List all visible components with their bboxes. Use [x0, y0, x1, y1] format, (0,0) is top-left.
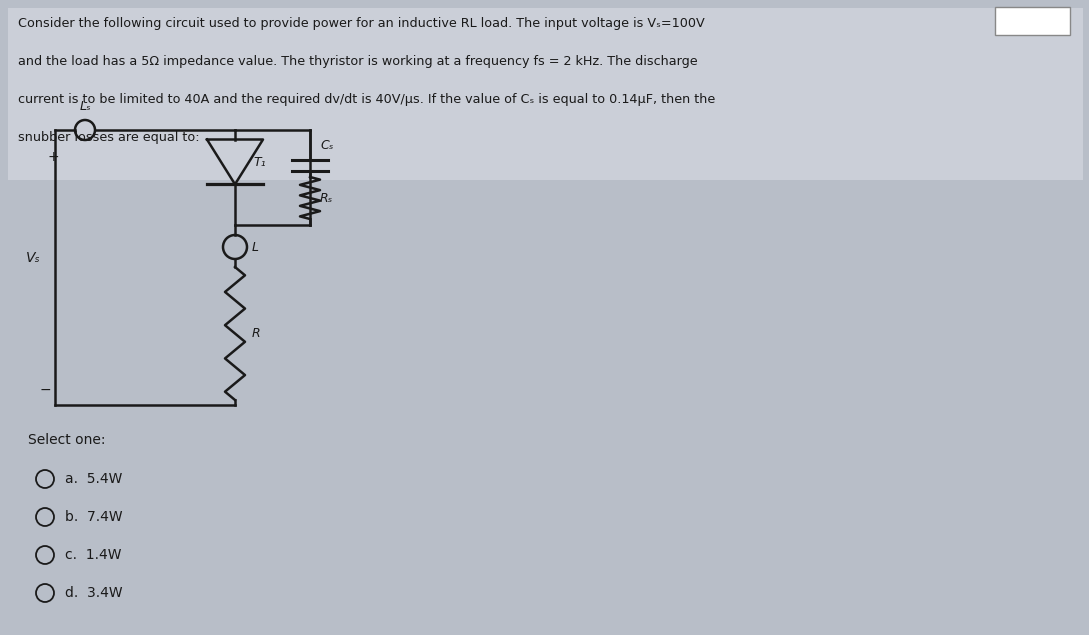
Text: a.  5.4W: a. 5.4W	[65, 472, 122, 486]
Text: Select one:: Select one:	[28, 433, 106, 447]
Text: b.  7.4W: b. 7.4W	[65, 510, 123, 524]
Text: T₁: T₁	[253, 156, 266, 169]
Text: c.  1.4W: c. 1.4W	[65, 548, 122, 562]
Text: Vₛ: Vₛ	[26, 250, 40, 265]
Bar	[995, 7, 1070, 35]
Text: +: +	[47, 150, 59, 164]
FancyBboxPatch shape	[8, 8, 1082, 180]
Text: R: R	[252, 327, 260, 340]
Text: current is to be limited to 40A and the required dv/dt is 40V/μs. If the value o: current is to be limited to 40A and the …	[19, 93, 715, 106]
Text: L: L	[252, 241, 259, 253]
Text: and the load has a 5Ω impedance value. The thyristor is working at a frequency f: and the load has a 5Ω impedance value. T…	[19, 55, 698, 68]
Text: Rₛ: Rₛ	[320, 192, 333, 204]
Text: Cₛ: Cₛ	[320, 138, 333, 152]
Text: d.  3.4W: d. 3.4W	[65, 586, 123, 600]
Text: Consider the following circuit used to provide power for an inductive RL load. T: Consider the following circuit used to p…	[19, 17, 705, 30]
Text: −: −	[39, 383, 51, 397]
Text: Lₛ: Lₛ	[79, 100, 90, 113]
Text: snubber losses are equal to:: snubber losses are equal to:	[19, 131, 199, 144]
